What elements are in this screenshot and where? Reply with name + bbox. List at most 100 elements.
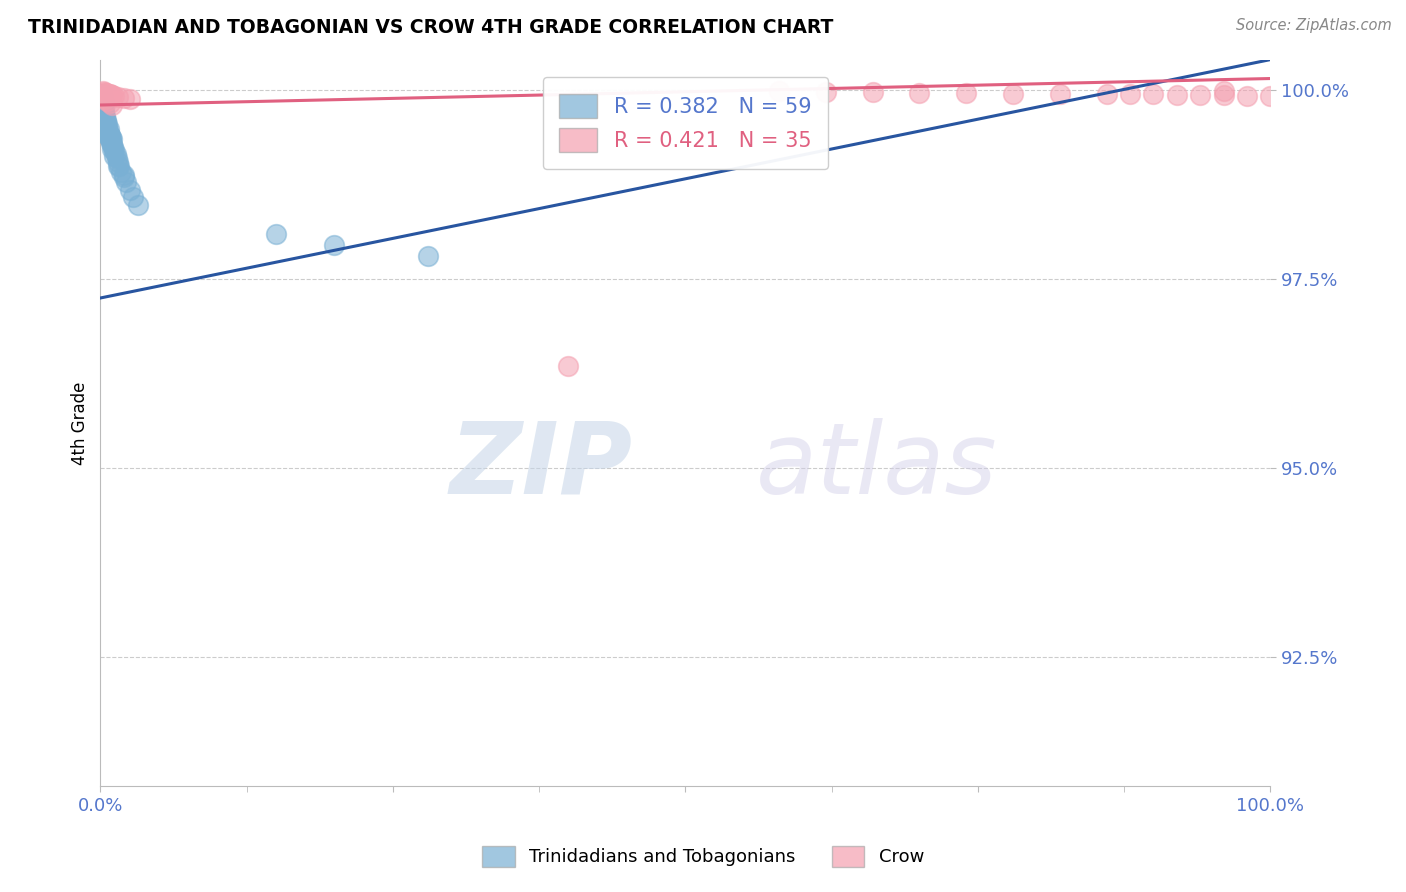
Point — [97, 122, 120, 136]
Point — [91, 105, 114, 120]
Point — [1236, 89, 1258, 103]
Point — [96, 117, 118, 131]
Point — [101, 98, 124, 112]
Point — [107, 159, 129, 173]
Point — [98, 128, 121, 143]
Point — [93, 85, 115, 99]
Point — [264, 227, 287, 241]
Point — [91, 109, 114, 123]
Point — [814, 85, 837, 99]
Point — [1212, 84, 1234, 98]
Point — [107, 154, 129, 169]
Point — [94, 109, 117, 123]
Point — [96, 119, 118, 133]
Point — [112, 91, 135, 105]
Point — [98, 132, 121, 146]
Point — [93, 90, 115, 104]
Point — [1142, 87, 1164, 102]
Point — [100, 136, 122, 150]
Point — [96, 114, 118, 128]
Point — [103, 89, 125, 103]
Point — [96, 86, 118, 100]
Point — [103, 139, 125, 153]
Point — [93, 107, 115, 121]
Point — [96, 122, 118, 136]
Point — [94, 86, 117, 100]
Point — [112, 168, 135, 182]
Point — [768, 84, 790, 98]
Point — [96, 124, 118, 138]
Point — [90, 96, 112, 111]
Y-axis label: 4th Grade: 4th Grade — [72, 381, 89, 465]
Point — [93, 107, 115, 121]
Point — [96, 94, 118, 108]
Point — [1049, 87, 1071, 101]
Point — [103, 144, 125, 158]
Text: ZIP: ZIP — [450, 418, 633, 515]
Point — [416, 249, 439, 263]
Point — [115, 175, 138, 189]
Point — [105, 151, 128, 165]
Point — [96, 87, 118, 101]
Point — [118, 183, 141, 197]
Point — [90, 87, 112, 101]
Point — [118, 92, 141, 106]
Point — [100, 129, 122, 144]
Point — [1260, 89, 1282, 103]
Point — [107, 89, 129, 103]
Point — [91, 84, 114, 98]
Point — [97, 127, 120, 141]
Point — [101, 137, 124, 152]
Point — [91, 92, 114, 106]
Legend: Trinidadians and Tobagonians, Crow: Trinidadians and Tobagonians, Crow — [475, 838, 931, 874]
Point — [323, 238, 346, 252]
Point — [93, 113, 115, 128]
Legend: R = 0.382   N = 59, R = 0.421   N = 35: R = 0.382 N = 59, R = 0.421 N = 35 — [543, 78, 828, 169]
Point — [94, 114, 117, 128]
Point — [1166, 88, 1188, 103]
Point — [91, 98, 114, 112]
Point — [90, 102, 112, 116]
Point — [1189, 88, 1212, 103]
Point — [108, 159, 131, 173]
Text: Source: ZipAtlas.com: Source: ZipAtlas.com — [1236, 18, 1392, 33]
Point — [96, 113, 118, 128]
Point — [112, 169, 135, 184]
Point — [1095, 87, 1118, 102]
Point — [103, 149, 125, 163]
Point — [100, 88, 122, 103]
Point — [101, 142, 124, 156]
Point — [122, 190, 145, 204]
Point — [955, 86, 977, 100]
Point — [1212, 88, 1234, 103]
Point — [110, 164, 132, 178]
Point — [104, 147, 127, 161]
Point — [101, 132, 124, 146]
Point — [94, 120, 117, 135]
Point — [93, 102, 115, 116]
Text: TRINIDADIAN AND TOBAGONIAN VS CROW 4TH GRADE CORRELATION CHART: TRINIDADIAN AND TOBAGONIAN VS CROW 4TH G… — [28, 18, 834, 37]
Point — [862, 85, 884, 99]
Point — [97, 127, 120, 141]
Point — [100, 134, 122, 148]
Point — [98, 131, 121, 145]
Point — [97, 87, 120, 101]
Point — [1001, 87, 1024, 101]
Point — [90, 90, 112, 104]
Point — [90, 94, 112, 108]
Point — [91, 99, 114, 113]
Point — [1119, 87, 1142, 102]
Point — [557, 359, 579, 373]
Point — [98, 95, 121, 110]
Point — [98, 87, 121, 102]
Point — [94, 112, 117, 126]
Point — [96, 128, 118, 143]
Point — [94, 92, 117, 106]
Point — [127, 198, 149, 212]
Point — [93, 96, 115, 111]
Point — [91, 104, 114, 119]
Text: atlas: atlas — [755, 418, 997, 515]
Point — [96, 120, 118, 135]
Point — [93, 117, 115, 131]
Point — [908, 86, 931, 100]
